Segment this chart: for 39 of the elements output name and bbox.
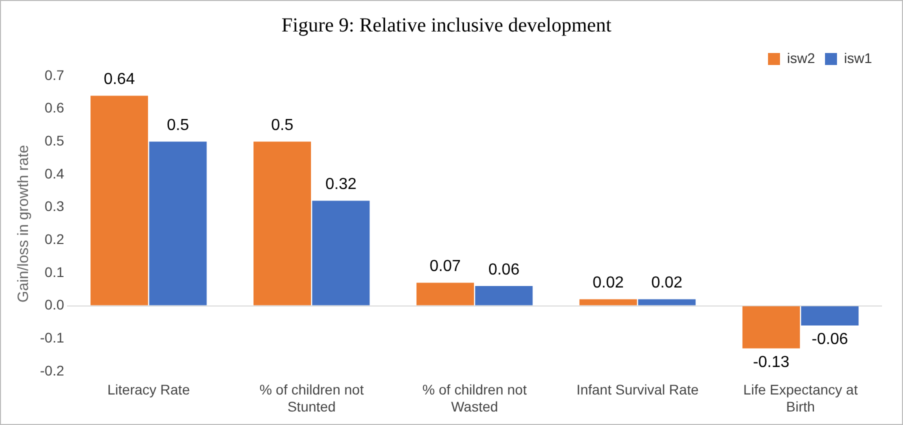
bar (801, 306, 859, 326)
bar (90, 96, 148, 306)
y-tick-label: 0.3 (44, 198, 64, 214)
y-tick-label: 0.5 (44, 132, 64, 149)
data-label: 0.64 (104, 71, 135, 88)
data-label: 0.5 (271, 117, 294, 134)
bar (416, 282, 474, 306)
y-axis-title: Gain/loss in growth rate (15, 144, 32, 302)
y-tick-label: 0.6 (44, 100, 64, 116)
chart-title: Figure 9: Relative inclusive development (282, 14, 612, 36)
bar (312, 200, 370, 306)
data-label: 0.06 (488, 261, 520, 278)
bar (742, 306, 800, 348)
x-tick-label: Life Expectancy at Birth (743, 382, 858, 414)
y-tick-label: 0.2 (44, 230, 64, 247)
bar (579, 299, 637, 306)
data-label: -0.06 (812, 330, 848, 348)
y-tick-label: 0.7 (44, 66, 64, 83)
x-tick-label: Infant Survival Rate (576, 382, 699, 398)
x-tick-label: % of children not Wasted (422, 382, 527, 414)
y-tick-label: 0.0 (44, 296, 64, 313)
bar (254, 142, 311, 306)
data-label: 0.02 (592, 274, 624, 292)
y-tick-label: 0.1 (44, 264, 64, 280)
bar (475, 286, 533, 306)
legend-label: isw1 (844, 50, 872, 66)
x-tick-label: Literacy Rate (107, 382, 190, 398)
data-label: 0.5 (166, 117, 190, 134)
data-label: 0.32 (325, 176, 357, 194)
data-label: 0.07 (430, 258, 461, 276)
bar (149, 142, 207, 306)
y-tick-label: 0.4 (44, 165, 64, 182)
x-tick-label: % of children not Stunted (259, 382, 364, 414)
y-tick-label: -0.2 (40, 362, 64, 378)
legend-label: isw2 (786, 50, 816, 66)
data-label: 0.02 (651, 274, 683, 292)
y-tick-label: -0.1 (40, 329, 64, 346)
bar (638, 299, 696, 306)
data-label: -0.13 (752, 354, 790, 371)
